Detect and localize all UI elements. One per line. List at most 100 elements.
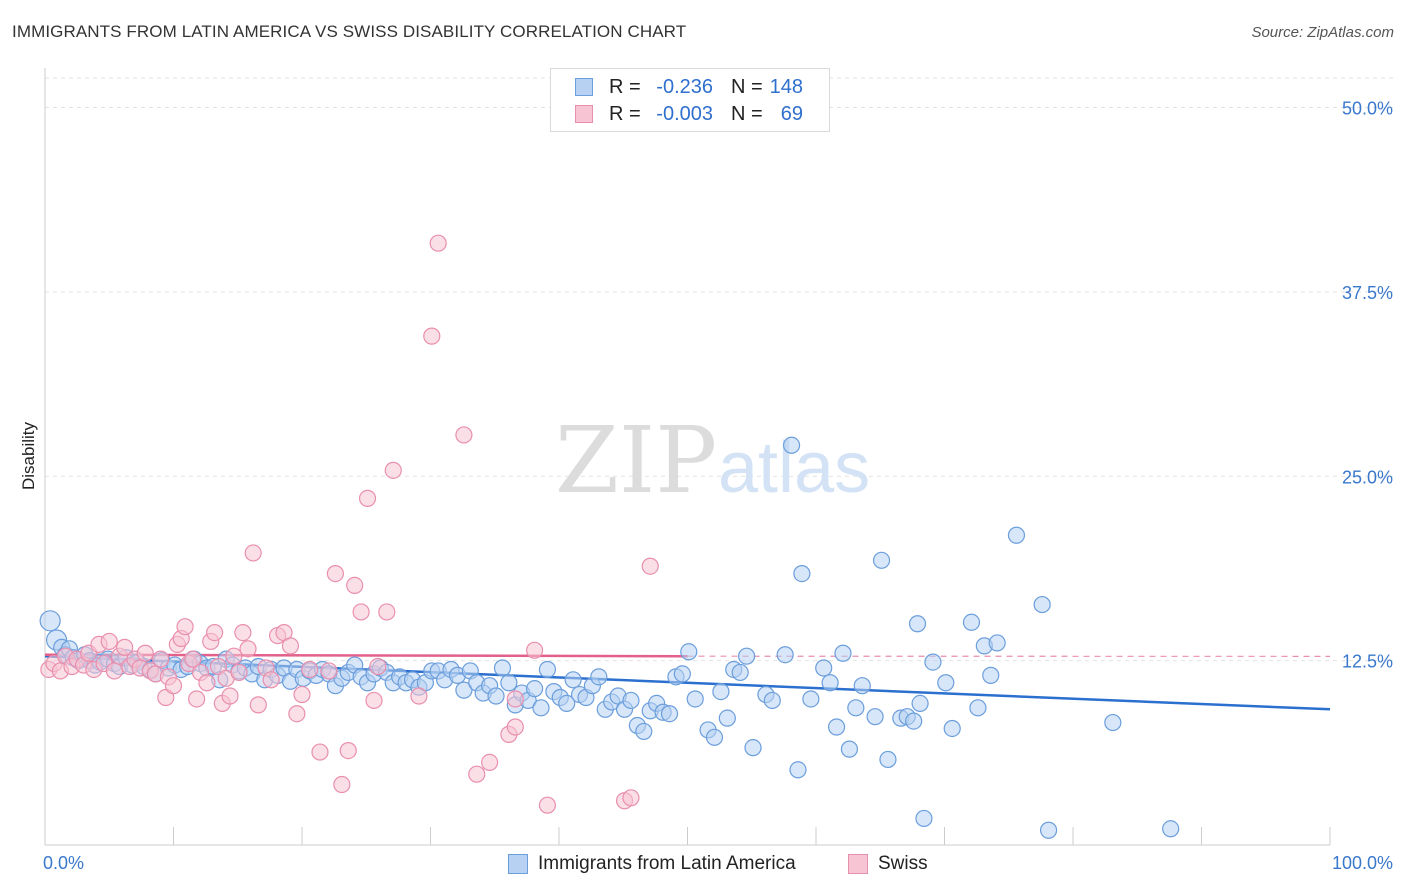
y-tick-label: 25.0% [1342, 467, 1393, 487]
point-swiss [301, 660, 319, 679]
point-latin-america [943, 719, 961, 738]
point-latin-america [911, 694, 929, 713]
point-swiss [429, 234, 447, 252]
point-latin-america [847, 699, 865, 717]
point-latin-america [988, 634, 1006, 652]
y-tick-label: 12.5% [1342, 652, 1393, 672]
point-latin-america [827, 718, 846, 736]
point-swiss [281, 637, 300, 655]
y-axis-label: Disability [19, 421, 38, 490]
point-latin-america [834, 644, 852, 662]
point-latin-america [802, 690, 820, 708]
bottom-legend-label: Swiss [878, 853, 928, 874]
point-swiss [333, 775, 351, 794]
point-latin-america [905, 712, 923, 730]
point-latin-america [673, 665, 691, 683]
point-latin-america [1007, 526, 1026, 544]
point-swiss [525, 641, 544, 659]
point-swiss [225, 647, 243, 665]
point-swiss [136, 644, 154, 662]
legend-row-swiss: R = -0.003 N = 69 [551, 101, 829, 127]
point-latin-america [879, 750, 897, 769]
point-swiss [326, 564, 345, 583]
x-tick-label-max: 100.0% [1332, 853, 1393, 873]
point-latin-america [487, 687, 505, 705]
bottom-legend-label: Immigrants from Latin America [538, 853, 796, 874]
point-swiss [234, 623, 252, 642]
point-swiss [262, 671, 280, 689]
point-swiss [369, 657, 387, 676]
point-latin-america [937, 674, 955, 692]
point-latin-america [455, 681, 473, 699]
point-latin-america [962, 613, 981, 631]
point-swiss [339, 741, 357, 760]
point-latin-america [731, 663, 749, 682]
correlation-legend: R = -0.236 N = 148 R = -0.003 N = 69 [550, 68, 830, 132]
point-swiss [293, 685, 311, 704]
legend-n-value: 69 [780, 103, 803, 125]
legend-r-label: R = [609, 76, 641, 98]
legend-n-value: 148 [769, 76, 803, 98]
axes [44, 68, 1331, 846]
grid-lines [45, 77, 1395, 662]
point-swiss [105, 662, 123, 680]
point-swiss [320, 662, 338, 680]
point-latin-america [493, 659, 512, 677]
chart-title: IMMIGRANTS FROM LATIN AMERICA VS SWISS D… [12, 22, 687, 41]
watermark: ZIP atlas [555, 407, 870, 514]
watermark-zip: ZIP [555, 407, 717, 514]
point-swiss [311, 743, 329, 761]
point-swiss [230, 663, 248, 682]
point-latin-america [744, 739, 762, 757]
point-latin-america [1033, 595, 1051, 614]
point-latin-america [789, 761, 807, 779]
y-tick-label: 50.0% [1342, 99, 1393, 119]
point-latin-america [840, 740, 859, 758]
chart-source: Source: ZipAtlas.com [1251, 24, 1394, 41]
point-latin-america [622, 691, 640, 710]
point-swiss [410, 687, 428, 705]
point-latin-america [39, 610, 61, 632]
point-latin-america [686, 690, 704, 708]
point-swiss [468, 765, 486, 783]
point-latin-america [532, 699, 550, 717]
legend-row-latin-america: R = -0.236 N = 148 [551, 74, 829, 100]
point-swiss [481, 753, 499, 772]
legend-swatch-pink [575, 105, 593, 123]
point-swiss [346, 576, 364, 595]
point-latin-america [915, 809, 933, 828]
point-swiss [365, 691, 383, 710]
point-swiss [100, 632, 118, 651]
bottom-legend-swatch-blue [508, 854, 528, 874]
point-swiss [538, 796, 557, 814]
legend-n-label: N = [731, 103, 763, 125]
point-latin-america [635, 722, 653, 741]
point-swiss [152, 650, 170, 668]
point-latin-america [821, 674, 839, 692]
point-swiss [622, 789, 640, 807]
point-swiss [455, 426, 473, 444]
point-swiss [188, 690, 206, 708]
legend-n-label: N = [731, 76, 763, 98]
point-latin-america [776, 646, 794, 664]
point-swiss [378, 603, 396, 621]
point-swiss [184, 650, 202, 668]
x-tick-label-min: 0.0% [43, 853, 84, 873]
point-latin-america [815, 659, 833, 677]
point-swiss [506, 718, 524, 736]
tick-labels: 12.5% 25.0% 37.5% 50.0% 0.0% 100.0% Disability [19, 99, 1393, 874]
point-swiss [164, 677, 183, 695]
point-latin-america [908, 615, 927, 633]
point-latin-america [538, 660, 557, 679]
point-latin-america [866, 708, 884, 726]
point-latin-america [982, 666, 1000, 684]
point-swiss [384, 461, 402, 479]
point-latin-america [1039, 821, 1058, 839]
point-latin-america [969, 699, 987, 717]
point-latin-america [853, 677, 871, 695]
y-tick-label: 37.5% [1342, 283, 1393, 303]
point-swiss [221, 687, 239, 705]
point-latin-america [680, 643, 698, 661]
point-swiss [358, 489, 377, 507]
